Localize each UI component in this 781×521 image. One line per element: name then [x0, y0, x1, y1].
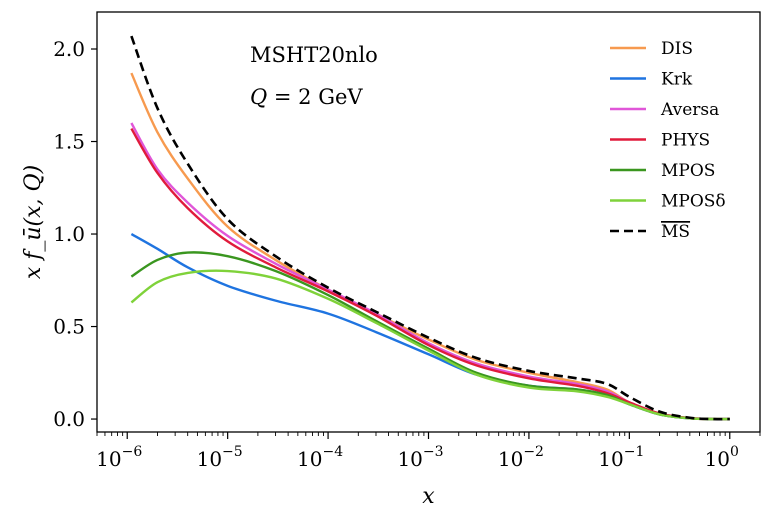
legend-label: Aversa: [660, 100, 719, 120]
x-tick-label: 10−4: [297, 444, 343, 471]
series-line-krk: [130, 232, 730, 421]
series-line-dis: [130, 72, 730, 421]
legend-label: MS: [661, 222, 690, 242]
y-tick-label: 0.0: [53, 407, 85, 431]
y-axis-label: x f_ū(x, Q): [21, 165, 46, 279]
axes: 0.0 0.5 1.0 1.5 2.0 10−6 10−5 10−4 10−3 10−2 10−1 1…: [53, 37, 761, 471]
scale-annotation: Q = 2 GeV: [250, 85, 363, 109]
x-tick-label: 10−3: [397, 444, 443, 471]
y-tick-label: 1.0: [53, 222, 85, 246]
legend: DIS Krk Aversa PHYS MPOS MPOSδ MS: [610, 39, 726, 242]
legend-label: DIS: [661, 39, 693, 59]
y-tick-label: 1.5: [53, 130, 85, 154]
x-tick-label: 100: [705, 444, 739, 471]
series-line-ms: [130, 35, 730, 421]
x-tick-label: 10−6: [96, 444, 142, 471]
legend-label: Krk: [661, 70, 693, 90]
legend-label: MPOSδ: [661, 192, 726, 212]
x-tick-label: 10−5: [197, 444, 243, 471]
series-line-phys: [130, 127, 730, 421]
plot-area: [130, 35, 730, 421]
y-tick-label: 0.5: [53, 315, 85, 339]
x-axis-label: x: [422, 484, 435, 509]
legend-label: MPOS: [661, 161, 715, 181]
x-tick-label: 10−2: [498, 444, 544, 471]
dataset-annotation: MSHT20nlo: [250, 43, 378, 67]
legend-label: PHYS: [661, 131, 710, 151]
y-tick-label: 2.0: [53, 37, 85, 61]
x-tick-label: 10−1: [598, 444, 644, 471]
series-line-mpos: [130, 269, 730, 421]
series-line-mpos: [130, 251, 730, 421]
